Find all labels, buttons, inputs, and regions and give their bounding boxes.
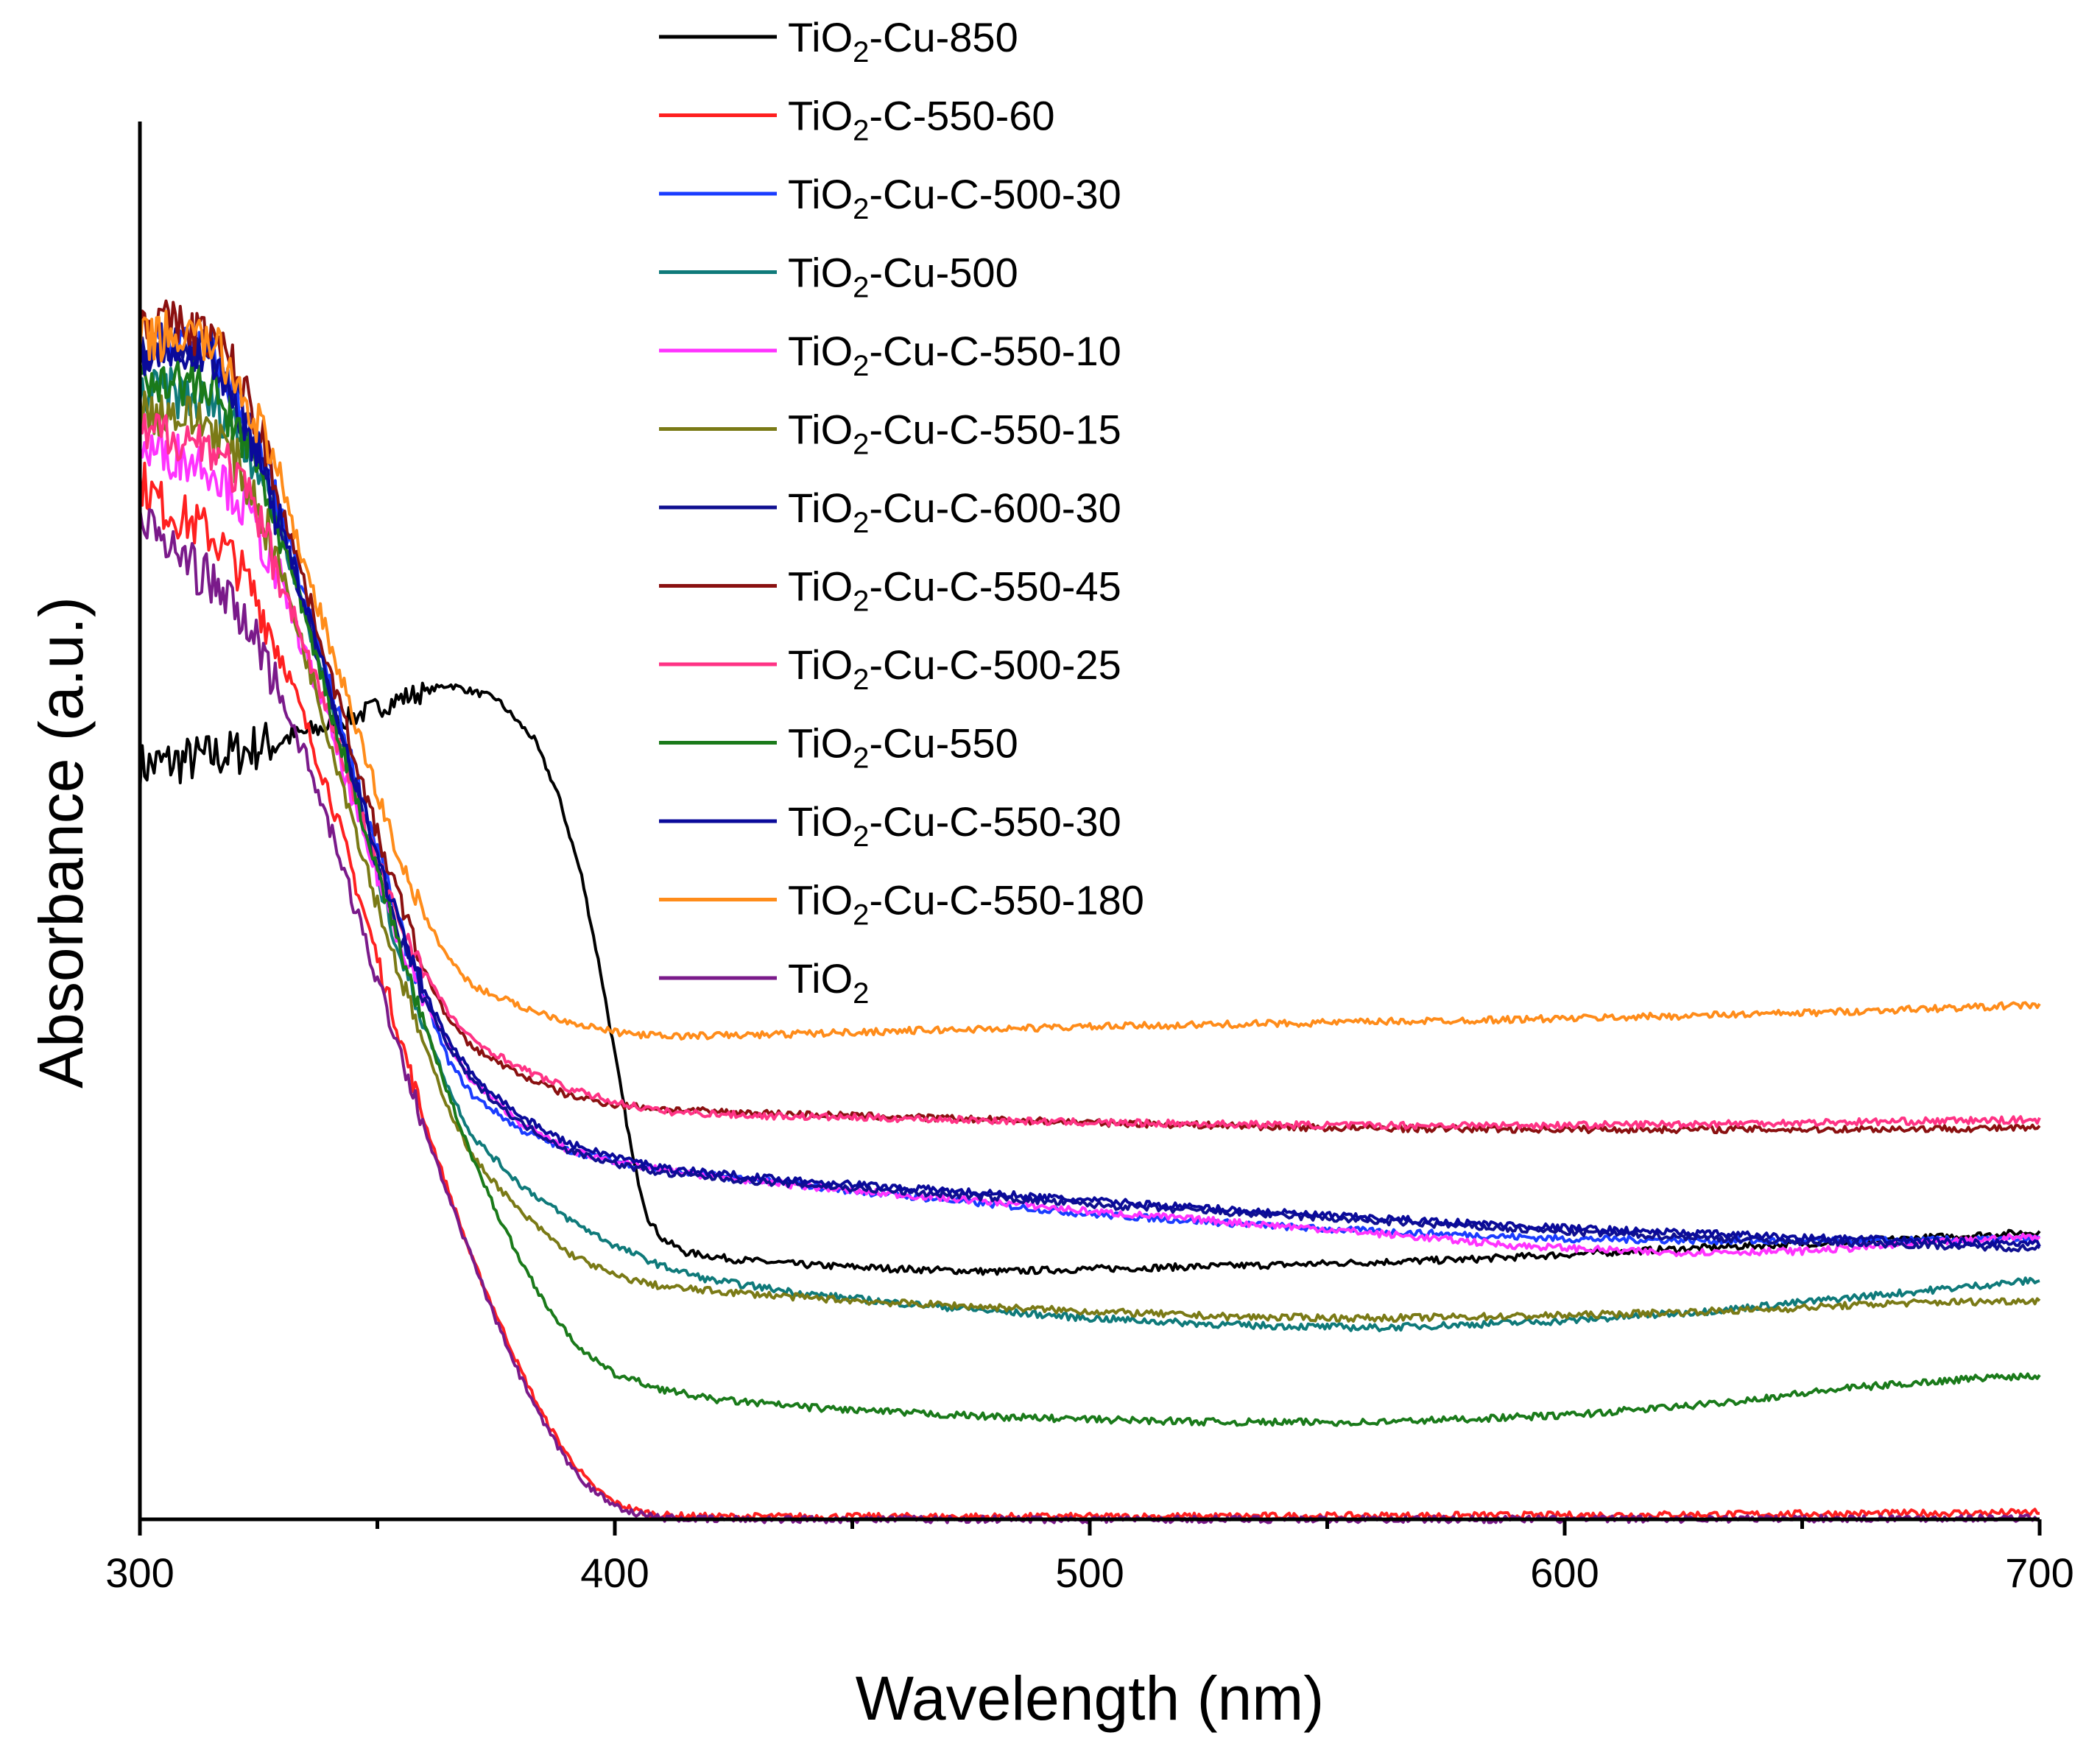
series-line-tio2-cu-c-550-30 bbox=[138, 322, 2041, 1248]
x-tick-label: 500 bbox=[1055, 1550, 1124, 1596]
x-tick-label: 300 bbox=[105, 1550, 174, 1596]
legend-label: TiO2-Cu-C-550-30 bbox=[788, 798, 1121, 853]
series-line-tio2-cu-c-550-45 bbox=[138, 299, 2041, 1135]
legend-label: TiO2-Cu-550 bbox=[788, 720, 1018, 775]
series-line-tio2-cu-850 bbox=[138, 681, 2041, 1276]
legend-label: TiO2-Cu-C-550-180 bbox=[788, 877, 1144, 932]
series-line-tio2-cu-c-550-15 bbox=[138, 390, 2041, 1323]
legend: TiO2-Cu-850 TiO2-C-550-60 TiO2-Cu-C-500-30… bbox=[659, 14, 1144, 1010]
x-tick-label: 400 bbox=[580, 1550, 649, 1596]
legend-label: TiO2-Cu-C-550-45 bbox=[788, 563, 1121, 618]
legend-label: TiO2-Cu-C-500-25 bbox=[788, 641, 1121, 696]
legend-label: TiO2-C-550-60 bbox=[788, 93, 1055, 147]
legend-label: TiO2-Cu-C-600-30 bbox=[788, 485, 1121, 539]
series-line-tio2-cu-c-600-30 bbox=[138, 321, 2041, 1253]
series-line-tio2-cu-c-550-180 bbox=[138, 309, 2041, 1041]
legend-label: TiO2-Cu-C-500-30 bbox=[788, 171, 1121, 225]
x-ticks: 300 400 500 600 700 bbox=[105, 1519, 2074, 1596]
legend-label: TiO2-Cu-C-550-15 bbox=[788, 407, 1121, 461]
legend-label: TiO2-Cu-850 bbox=[788, 14, 1018, 68]
series-line-tio2-cu-c-500-30 bbox=[138, 326, 2040, 1246]
x-tick-label: 600 bbox=[1530, 1550, 1599, 1596]
x-axis-title: Wavelength (nm) bbox=[856, 1664, 1324, 1733]
legend-label: TiO2-Cu-C-550-10 bbox=[788, 328, 1121, 382]
legend-label: TiO2-Cu-500 bbox=[788, 250, 1018, 304]
legend-label: TiO2 bbox=[788, 955, 869, 1010]
series-line-tio2-cu-550 bbox=[138, 359, 2041, 1427]
x-tick-label: 700 bbox=[2005, 1550, 2073, 1596]
y-axis-title: Absorbance (a.u.) bbox=[27, 597, 96, 1088]
series-line-tio2-cu-c-500-25 bbox=[138, 412, 2041, 1130]
